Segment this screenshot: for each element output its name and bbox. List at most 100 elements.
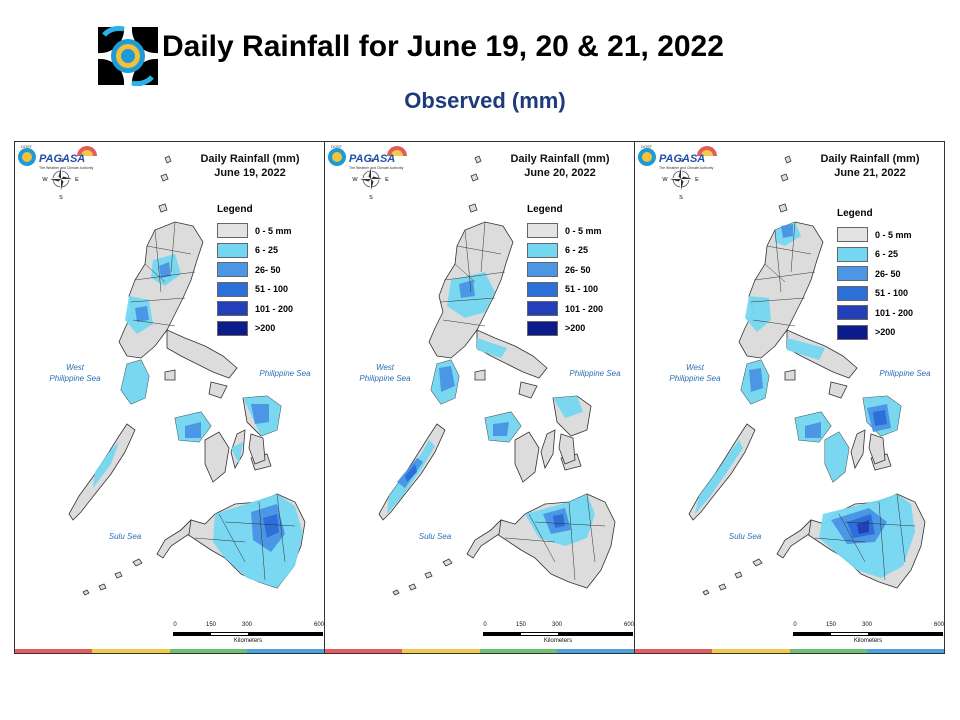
map-panel-june-21: N S E W Daily Rainfall (mm) June 21, 202… (634, 141, 945, 654)
legend-swatch (837, 227, 868, 243)
pagasa-tagline: The Weather and Climate Authority (659, 166, 714, 170)
legend-label: 6 - 25 (255, 245, 279, 256)
legend-heading: Legend (527, 204, 563, 215)
scale-tick: 600 (623, 622, 635, 628)
pagasa-logo: DOST PAGASA The Weather and Climate Auth… (328, 144, 407, 170)
compass-s: S (679, 195, 683, 201)
legend-swatch (837, 246, 868, 262)
legend: Legend 0 - 5 mm 6 - 25 26- 50 51 - 100 1… (837, 208, 913, 342)
pagasa-seal-logo (96, 25, 160, 87)
scale-bar: 0 150 300 600 Kilometers (793, 622, 944, 644)
map-panel-june-20: N S E W Daily Rainfall (mm) June 20, 202… (324, 141, 635, 654)
compass-e: E (695, 177, 699, 183)
legend-swatch (527, 242, 558, 258)
legend-item: 6 - 25 (527, 241, 603, 261)
pagasa-wordmark: PAGASA (349, 153, 395, 165)
legend-item: 0 - 5 mm (217, 221, 293, 241)
scale-tick: 300 (861, 622, 873, 628)
scale-tick: 0 (793, 622, 797, 628)
legend-item: 6 - 25 (217, 241, 293, 261)
legend-swatch (527, 262, 558, 278)
map-panel-june-19: N S E W Daily Rainfall (mm) June 19, 202… (14, 141, 325, 654)
compass-rose-icon (360, 168, 382, 190)
legend-swatch (837, 285, 868, 301)
philippines-map: N S E W (42, 155, 306, 596)
legend-swatch (217, 262, 248, 278)
sea-label-west: West Philippine Sea (49, 363, 101, 383)
legend-swatch (527, 223, 558, 239)
legend-label: 26- 50 (255, 264, 281, 275)
legend-item: 101 - 200 (837, 303, 913, 323)
panel-title: Daily Rainfall (mm) June 20, 2022 (485, 152, 634, 180)
pagasa-logo: DOST PAGASA The Weather and Climate Auth… (638, 144, 717, 170)
legend-item: 26- 50 (527, 260, 603, 280)
panel-title-line: Daily Rainfall (mm) (820, 153, 920, 165)
compass-n: N (59, 158, 63, 164)
sea-label-east: Philippine Sea (569, 369, 621, 378)
legend-heading: Legend (837, 208, 873, 219)
panel-title: Daily Rainfall (mm) June 21, 2022 (795, 152, 944, 180)
legend-label: 0 - 5 mm (255, 225, 292, 236)
pagasa-prefix: DOST (331, 144, 343, 149)
legend-swatch (217, 320, 248, 336)
compass-rose-icon (670, 168, 692, 190)
legend-label: 101 - 200 (565, 303, 604, 314)
color-strip (325, 649, 634, 653)
legend: Legend 0 - 5 mm 6 - 25 26- 50 51 - 100 1… (527, 204, 603, 338)
legend-item: >200 (527, 319, 603, 339)
legend-item: 101 - 200 (217, 299, 293, 319)
page-title: Daily Rainfall for June 19, 20 & 21, 202… (162, 30, 724, 63)
legend-label: 51 - 100 (255, 284, 289, 295)
sea-label-south: Sulu Sea (108, 532, 142, 541)
panel-title-line: Daily Rainfall (mm) (200, 153, 300, 165)
legend-label: >200 (565, 323, 586, 334)
compass-e: E (75, 177, 79, 183)
legend-item: 26- 50 (217, 260, 293, 280)
panel-date: June 19, 2022 (214, 167, 286, 179)
compass-e: E (385, 177, 389, 183)
legend-swatch (837, 305, 868, 321)
panel-title-line: Daily Rainfall (mm) (510, 153, 610, 165)
panel-title: Daily Rainfall (mm) June 19, 2022 (175, 152, 324, 180)
sea-label-south: Sulu Sea (728, 532, 762, 541)
legend-label: 6 - 25 (565, 245, 589, 256)
legend-item: >200 (217, 319, 293, 339)
legend-label: 51 - 100 (875, 288, 909, 299)
compass-n: N (679, 158, 683, 164)
legend-label: 51 - 100 (565, 284, 599, 295)
pagasa-tagline: The Weather and Climate Authority (39, 166, 94, 170)
philippines-map: N S E W (662, 155, 926, 596)
legend-swatch (527, 281, 558, 297)
legend-item: 0 - 5 mm (527, 221, 603, 241)
sea-label-south: Sulu Sea (418, 532, 452, 541)
compass-rose-icon (50, 168, 72, 190)
scale-tick: 0 (173, 622, 177, 628)
sea-label-west: West Philippine Sea (359, 363, 411, 383)
legend-label: >200 (255, 323, 276, 334)
compass-w: W (662, 177, 668, 183)
legend-swatch (837, 266, 868, 282)
legend-label: 0 - 5 mm (875, 229, 912, 240)
pagasa-prefix: DOST (641, 144, 653, 149)
pagasa-prefix: DOST (21, 144, 33, 149)
compass-w: W (352, 177, 358, 183)
compass-s: S (59, 195, 63, 201)
pagasa-wordmark: PAGASA (659, 153, 705, 165)
pagasa-logo: DOST PAGASA The Weather and Climate Auth… (18, 144, 97, 170)
scale-tick: 300 (241, 622, 253, 628)
page-subtitle: Observed (mm) (404, 88, 566, 113)
pagasa-tagline: The Weather and Climate Authority (349, 166, 404, 170)
legend-item: 51 - 100 (217, 280, 293, 300)
scale-tick: 150 (515, 622, 527, 628)
legend-item: 51 - 100 (837, 284, 913, 304)
color-strip (15, 649, 324, 653)
sea-label-west: West Philippine Sea (669, 363, 721, 383)
legend-item: 0 - 5 mm (837, 225, 913, 245)
legend: Legend 0 - 5 mm 6 - 25 26- 50 51 - 100 1… (217, 204, 293, 338)
panel-date: June 21, 2022 (834, 167, 906, 179)
legend-heading: Legend (217, 204, 253, 215)
scale-tick: 0 (483, 622, 487, 628)
legend-label: 0 - 5 mm (565, 225, 602, 236)
legend-swatch (217, 301, 248, 317)
scale-unit: Kilometers (233, 638, 263, 644)
